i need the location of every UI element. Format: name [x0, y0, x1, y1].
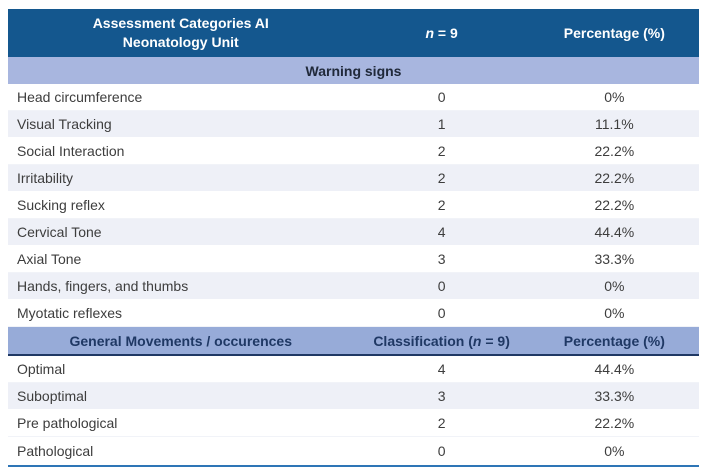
- percentage-value: 0%: [604, 278, 625, 294]
- table-row: Optimal 4 44.4%: [8, 356, 699, 383]
- percentage-value: 44.4%: [594, 361, 635, 377]
- percentage-value: 33.3%: [594, 388, 635, 404]
- count-value: 2: [437, 170, 446, 186]
- table-row: Myotatic reflexes 0 0%: [8, 300, 699, 327]
- assessment-table: Assessment Categories AI Neonatology Uni…: [8, 9, 699, 467]
- section-warning-signs: Warning signs: [8, 57, 699, 84]
- table-row: Hands, fingers, and thumbs 0 0%: [8, 273, 699, 300]
- table-row: Visual Tracking 1 11.1%: [8, 111, 699, 138]
- header-n-suffix: = 9: [434, 25, 458, 41]
- percentage-value: 0%: [604, 442, 625, 459]
- category-label: Myotatic reflexes: [17, 305, 123, 321]
- category-label: Hands, fingers, and thumbs: [17, 278, 189, 294]
- count-value: 0: [437, 278, 446, 294]
- percentage-header-label: Percentage (%): [563, 332, 665, 349]
- category-label: Pathological: [17, 442, 94, 459]
- percentage-value: 22.2%: [594, 197, 635, 213]
- category-label: Irritability: [17, 170, 74, 186]
- header-n-cell: n = 9: [354, 25, 530, 41]
- percentage-value: 0%: [604, 305, 625, 321]
- table-row: Axial Tone 3 33.3%: [8, 246, 699, 273]
- percentage-value: 22.2%: [594, 143, 635, 159]
- category-label: Sucking reflex: [17, 197, 105, 213]
- count-value: 2: [437, 197, 446, 213]
- classification-label: Classification (n = 9): [354, 333, 530, 349]
- classification-prefix: Classification (: [373, 332, 473, 349]
- percentage-value: 0%: [604, 89, 625, 105]
- category-label: Pre pathological: [17, 415, 118, 431]
- table-header-row: Assessment Categories AI Neonatology Uni…: [8, 9, 699, 57]
- percentage-value: 22.2%: [594, 170, 635, 186]
- percentage-value: 22.2%: [594, 415, 635, 431]
- table-row: Pre pathological 2 22.2%: [8, 410, 699, 437]
- category-label: Cervical Tone: [17, 224, 102, 240]
- count-value: 3: [437, 388, 446, 404]
- section-general-movements-header: General Movements / occurences Classific…: [8, 327, 699, 356]
- count-value: 0: [437, 305, 446, 321]
- classification-n-italic: n: [472, 332, 482, 349]
- category-label: Axial Tone: [17, 251, 82, 267]
- percentage-value: 44.4%: [594, 224, 635, 240]
- header-categories-line2: Neonatology Unit: [122, 34, 239, 50]
- table-row: Cervical Tone 4 44.4%: [8, 219, 699, 246]
- count-value: 3: [437, 251, 446, 267]
- category-label: Optimal: [17, 361, 66, 377]
- percentage-value: 11.1%: [595, 116, 634, 132]
- table-row: Suboptimal 3 33.3%: [8, 383, 699, 410]
- table-row: Sucking reflex 2 22.2%: [8, 192, 699, 219]
- header-categories-cell: Assessment Categories AI Neonatology Uni…: [8, 14, 354, 52]
- count-value: 0: [437, 442, 446, 459]
- table-row: Irritability 2 22.2%: [8, 165, 699, 192]
- count-value: 4: [437, 224, 446, 240]
- classification-suffix: = 9): [481, 332, 510, 349]
- count-value: 0: [437, 89, 446, 105]
- count-value: 2: [437, 143, 446, 159]
- header-categories-line1: Assessment Categories AI: [92, 15, 269, 31]
- header-percentage-cell: Percentage (%): [563, 25, 665, 41]
- section-warning-signs-label: Warning signs: [305, 62, 402, 79]
- count-value: 1: [437, 116, 446, 132]
- table-row: Pathological 0 0%: [8, 437, 699, 464]
- count-value: 4: [437, 361, 446, 377]
- percentage-value: 33.3%: [594, 251, 635, 267]
- count-value: 2: [437, 415, 446, 431]
- header-n-italic: n: [425, 25, 434, 41]
- category-label: Head circumference: [17, 89, 143, 105]
- table-row: Social Interaction 2 22.2%: [8, 138, 699, 165]
- general-movements-label: General Movements / occurences: [69, 332, 293, 349]
- table-bottom-border: [8, 465, 699, 467]
- category-label: Social Interaction: [17, 143, 125, 159]
- category-label: Visual Tracking: [17, 116, 112, 132]
- category-label: Suboptimal: [17, 388, 88, 404]
- table-row: Head circumference 0 0%: [8, 84, 699, 111]
